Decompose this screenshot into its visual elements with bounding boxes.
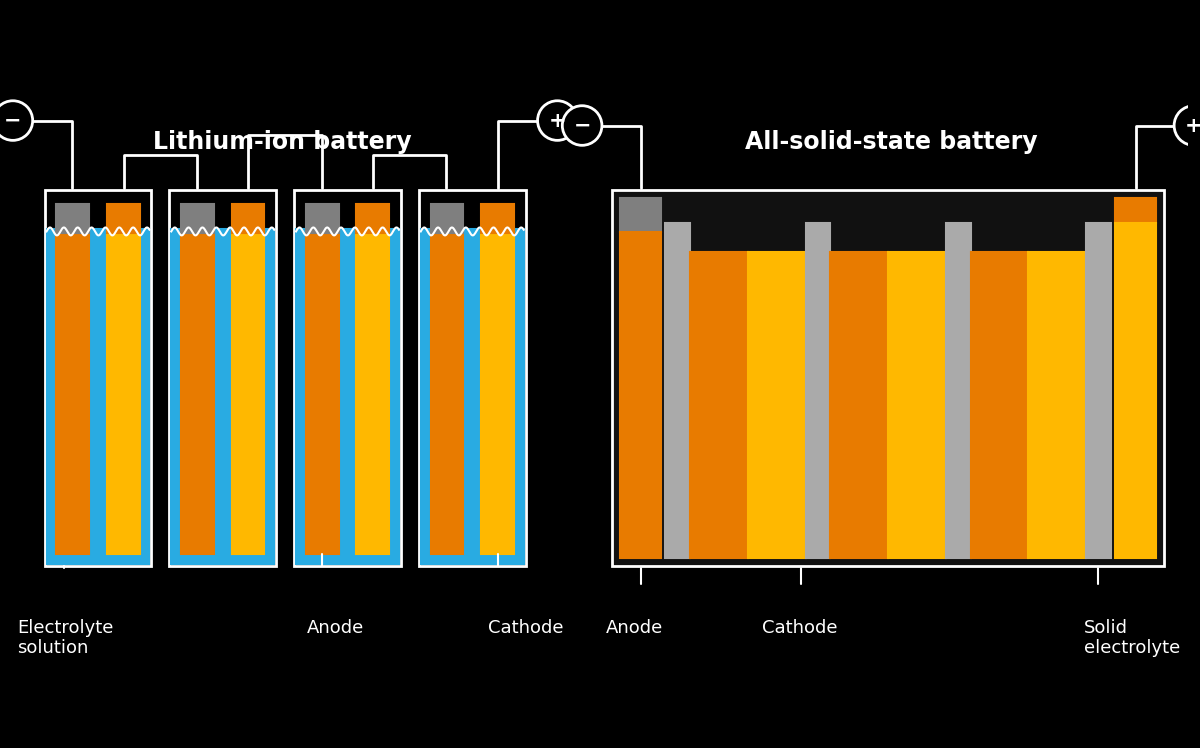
Bar — [172, 230, 275, 564]
Bar — [1115, 197, 1157, 223]
Bar — [888, 252, 946, 558]
Bar — [665, 223, 690, 558]
Bar — [431, 203, 463, 233]
Bar — [356, 231, 389, 554]
Bar — [1086, 223, 1111, 558]
Bar — [419, 190, 526, 566]
Circle shape — [0, 101, 32, 141]
Circle shape — [1174, 105, 1200, 145]
Bar — [181, 203, 214, 233]
Bar — [56, 203, 89, 233]
Bar — [431, 231, 463, 554]
Text: Anode: Anode — [307, 619, 364, 637]
Text: Cathode: Cathode — [762, 619, 838, 637]
Bar — [971, 252, 1028, 558]
Bar — [481, 203, 514, 233]
Text: −: − — [4, 111, 22, 131]
Text: +: + — [1186, 115, 1200, 135]
Bar — [107, 231, 139, 554]
Bar — [232, 231, 264, 554]
Bar — [306, 203, 338, 233]
Bar — [107, 203, 139, 233]
Text: Solid
electrolyte: Solid electrolyte — [1084, 619, 1180, 657]
Bar — [47, 230, 150, 564]
Bar — [169, 190, 276, 566]
Bar — [356, 203, 389, 233]
Text: Lithium-ion battery: Lithium-ion battery — [152, 130, 412, 154]
Bar — [830, 252, 888, 558]
Bar — [1115, 223, 1157, 558]
Bar — [619, 233, 661, 558]
Bar — [306, 231, 338, 554]
Bar — [1028, 252, 1086, 558]
Bar — [748, 252, 805, 558]
Bar — [421, 230, 523, 564]
Circle shape — [563, 105, 602, 145]
Text: Anode: Anode — [606, 619, 664, 637]
Bar — [296, 230, 398, 564]
Text: −: − — [574, 115, 590, 135]
Bar — [612, 190, 1164, 566]
Bar — [181, 231, 214, 554]
Bar — [56, 231, 89, 554]
Bar — [946, 223, 971, 558]
Text: Cathode: Cathode — [488, 619, 564, 637]
Text: +: + — [548, 111, 566, 131]
Bar — [232, 203, 264, 233]
Circle shape — [538, 101, 577, 141]
Bar — [44, 190, 151, 566]
Bar — [481, 231, 514, 554]
Text: All-solid-state battery: All-solid-state battery — [745, 130, 1037, 154]
Bar — [294, 190, 401, 566]
Bar — [805, 223, 830, 558]
Text: Electrolyte
solution: Electrolyte solution — [17, 619, 113, 657]
Bar — [690, 252, 748, 558]
Bar — [619, 197, 661, 233]
